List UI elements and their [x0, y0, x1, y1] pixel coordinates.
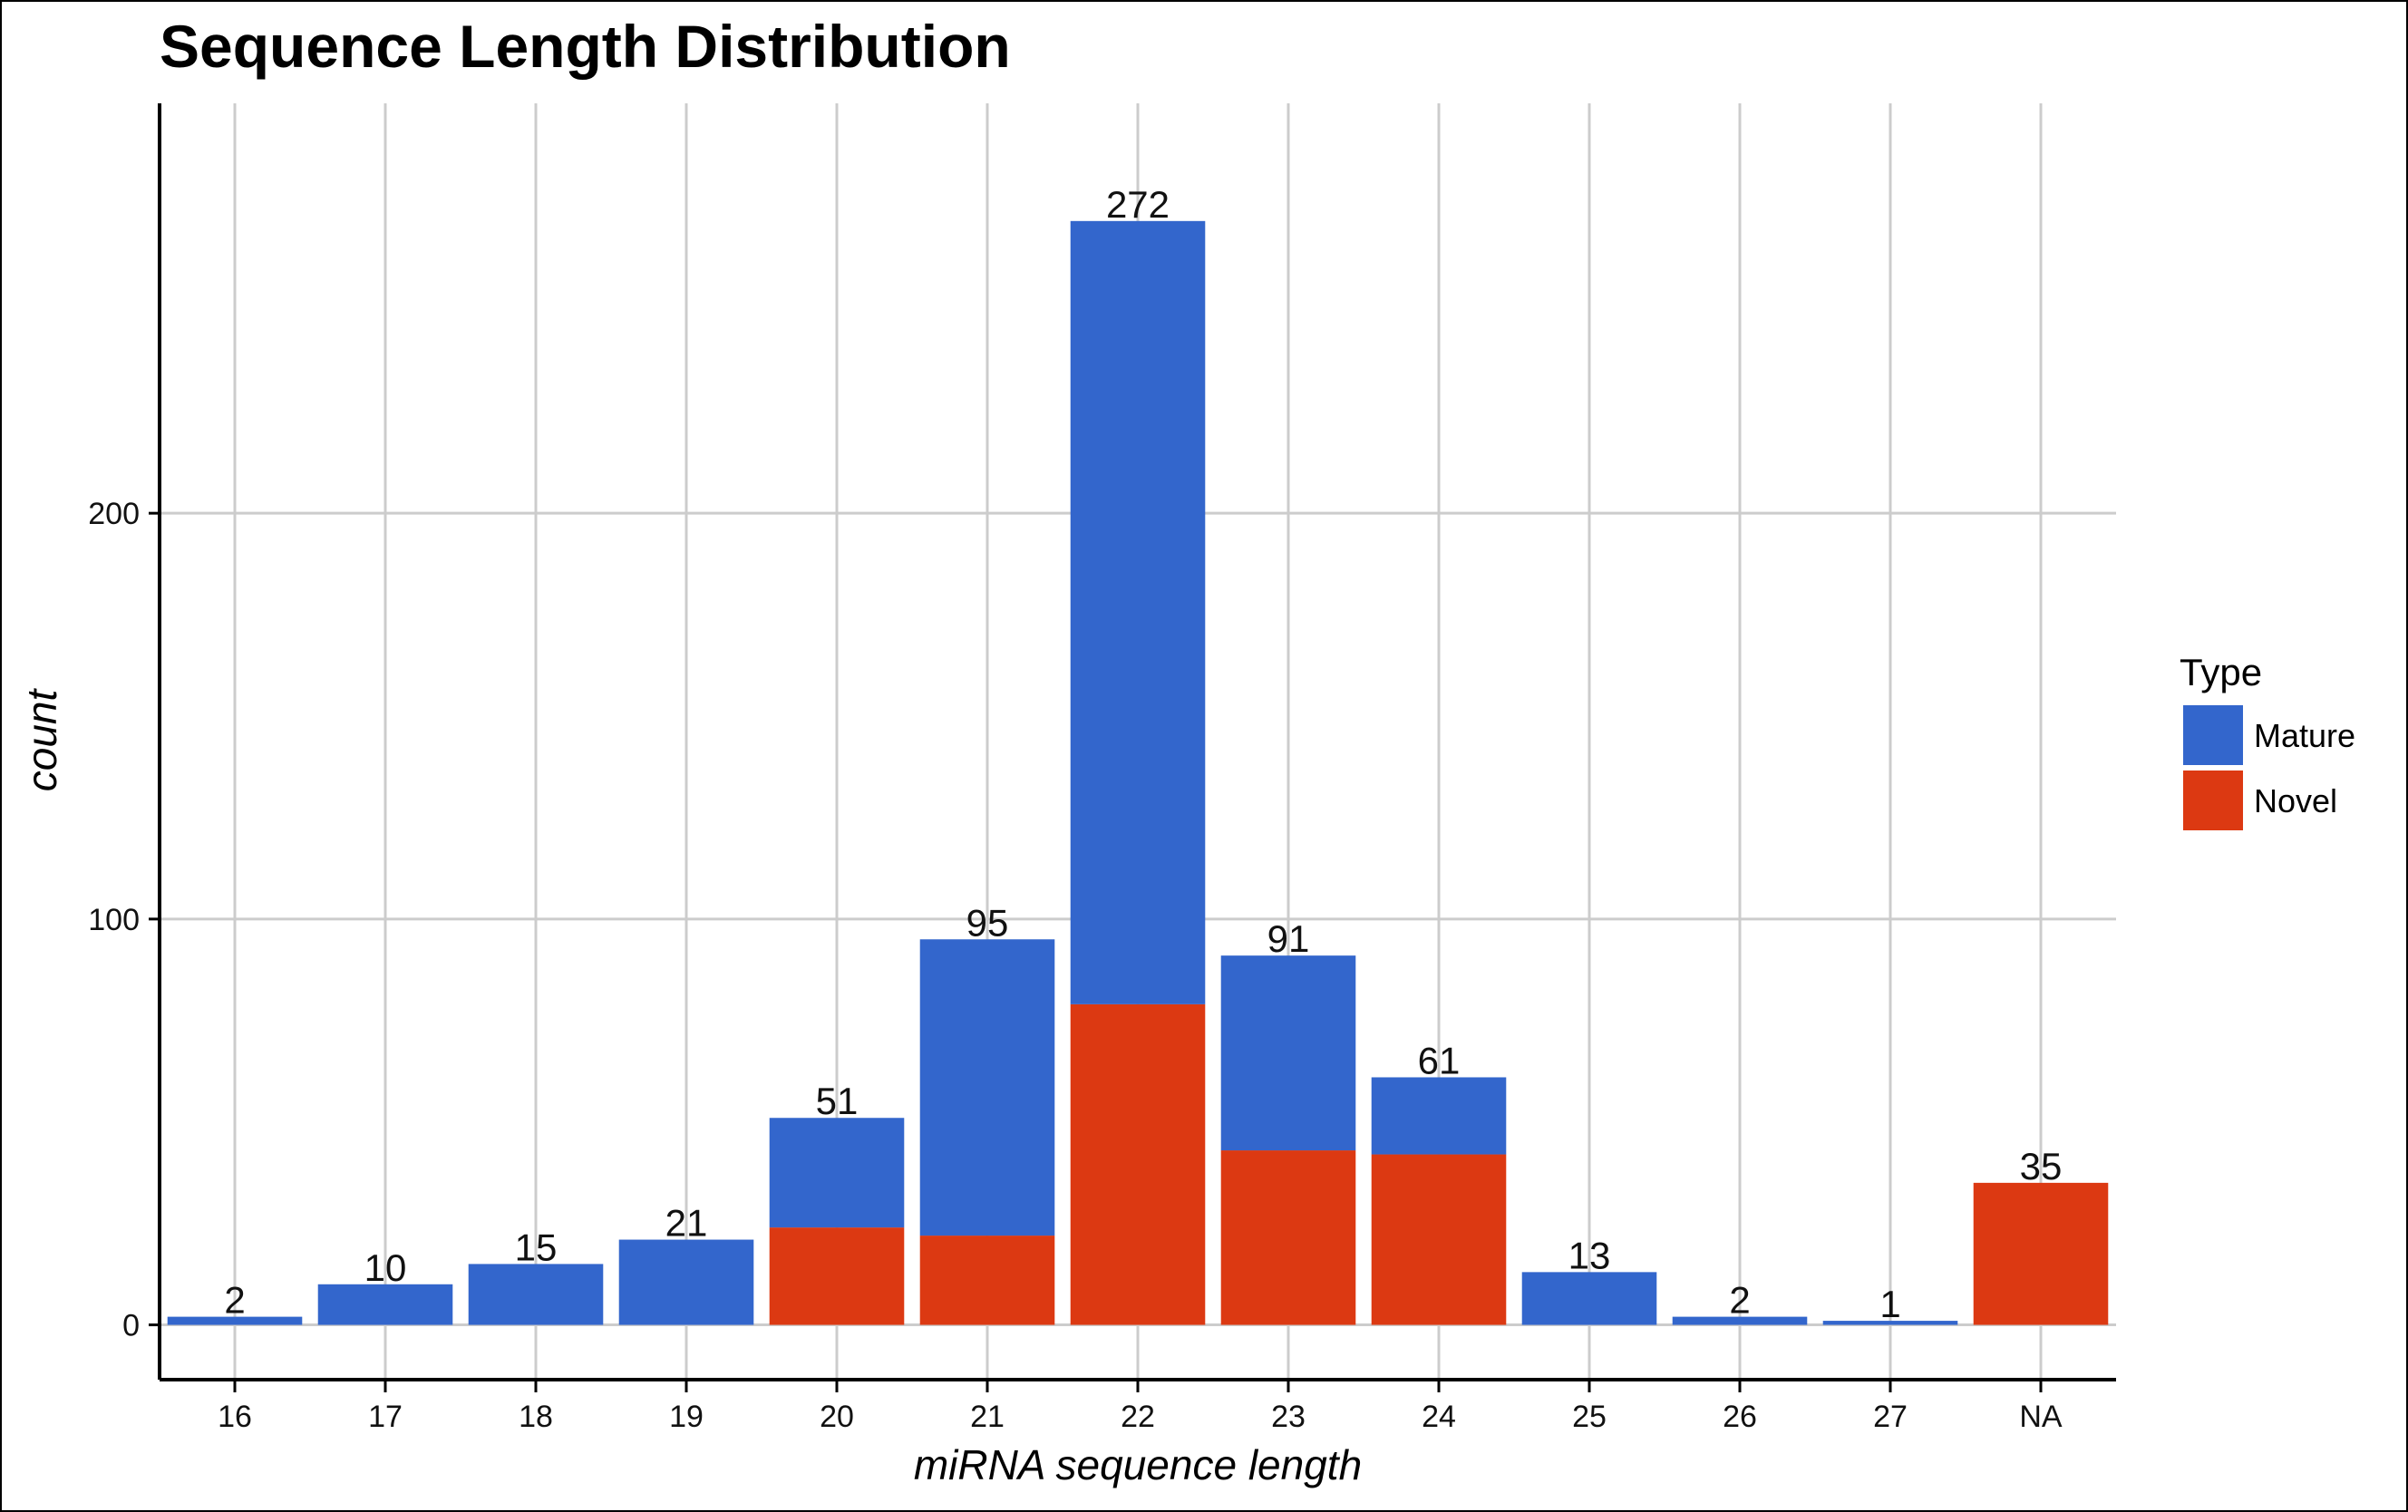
bar-novel-21	[919, 1236, 1055, 1325]
bar-novel-20	[769, 1227, 905, 1325]
y-tick-label: 0	[122, 1309, 140, 1343]
bar-mature-24	[1371, 1077, 1507, 1155]
data-label-19: 21	[665, 1202, 708, 1245]
x-tick-label: 27	[1873, 1400, 1908, 1434]
data-label-24: 61	[1418, 1039, 1461, 1081]
bar-novel-NA	[1973, 1182, 2109, 1325]
data-label-16: 2	[224, 1279, 245, 1322]
data-label-20: 51	[816, 1080, 859, 1122]
legend-swatch-novel	[2183, 771, 2243, 830]
x-tick-label: 19	[669, 1400, 704, 1434]
legend-swatch-mature	[2183, 705, 2243, 765]
y-axis-title: count	[18, 688, 65, 792]
data-label-23: 91	[1267, 917, 1310, 960]
bar-novel-22	[1070, 1003, 1206, 1325]
x-tick-label: 20	[820, 1400, 854, 1434]
data-label-21: 95	[966, 901, 1009, 944]
bar-mature-23	[1220, 955, 1356, 1151]
bar-mature-17	[317, 1284, 453, 1325]
data-label-27: 1	[1879, 1283, 1900, 1325]
data-label-18: 15	[515, 1226, 558, 1268]
x-axis-title: miRNA sequence length	[914, 1441, 1362, 1488]
data-label-17: 10	[364, 1246, 407, 1289]
x-tick-label: 23	[1271, 1400, 1306, 1434]
x-tick-label: 21	[970, 1400, 1005, 1434]
bar-novel-23	[1220, 1150, 1356, 1325]
data-label-NA: 35	[2020, 1145, 2063, 1187]
x-tick-label: 26	[1723, 1400, 1757, 1434]
legend: Type Mature Novel	[2180, 651, 2355, 830]
data-label-22: 272	[1106, 183, 1170, 226]
x-tick-label: 16	[218, 1400, 252, 1434]
bar-mature-27	[1822, 1321, 1958, 1325]
y-tick-label: 200	[88, 497, 140, 531]
data-label-26: 2	[1729, 1279, 1750, 1322]
bar-novel-24	[1371, 1154, 1507, 1325]
legend-label-mature: Mature	[2254, 717, 2355, 754]
bar-mature-22	[1070, 220, 1206, 1004]
bar-mature-19	[618, 1239, 754, 1325]
bar-mature-16	[167, 1316, 303, 1325]
data-label-25: 13	[1568, 1234, 1611, 1276]
legend-label-novel: Novel	[2254, 782, 2337, 819]
x-tick-label: 18	[519, 1400, 553, 1434]
bar-mature-25	[1521, 1272, 1657, 1325]
bars	[167, 220, 2109, 1325]
x-tick-label: 25	[1572, 1400, 1607, 1434]
x-tick-label: NA	[2019, 1400, 2063, 1434]
bar-mature-20	[769, 1118, 905, 1228]
x-tick-label: 17	[368, 1400, 403, 1434]
x-tick-label: 24	[1422, 1400, 1456, 1434]
bar-mature-26	[1672, 1316, 1808, 1325]
bar-mature-18	[468, 1264, 604, 1325]
chart-title: Sequence Length Distribution	[160, 13, 1011, 80]
legend-title: Type	[2180, 651, 2262, 693]
bar-mature-21	[919, 939, 1055, 1236]
y-tick-label: 100	[88, 903, 140, 937]
x-tick-label: 22	[1121, 1400, 1155, 1434]
